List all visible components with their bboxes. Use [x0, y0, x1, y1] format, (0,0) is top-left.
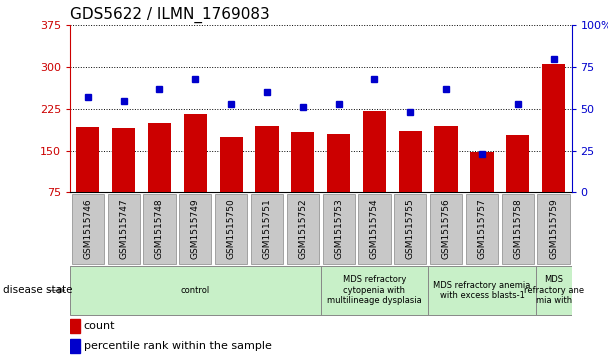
Bar — [76, 127, 100, 192]
FancyBboxPatch shape — [143, 194, 176, 264]
FancyBboxPatch shape — [108, 194, 140, 264]
FancyBboxPatch shape — [430, 194, 462, 264]
Bar — [435, 126, 458, 192]
Text: MDS refractory anemia
with excess blasts-1: MDS refractory anemia with excess blasts… — [434, 281, 531, 300]
Text: GSM1515746: GSM1515746 — [83, 198, 92, 259]
Text: GSM1515747: GSM1515747 — [119, 198, 128, 259]
Text: percentile rank within the sample: percentile rank within the sample — [84, 341, 272, 351]
Bar — [291, 132, 314, 192]
Text: GSM1515756: GSM1515756 — [441, 198, 451, 259]
Bar — [112, 129, 136, 192]
Text: control: control — [181, 286, 210, 295]
Bar — [219, 137, 243, 192]
Bar — [542, 64, 565, 192]
FancyBboxPatch shape — [358, 194, 390, 264]
Text: GSM1515753: GSM1515753 — [334, 198, 343, 259]
FancyBboxPatch shape — [428, 266, 536, 315]
Text: GSM1515750: GSM1515750 — [227, 198, 236, 259]
Bar — [184, 114, 207, 192]
FancyBboxPatch shape — [251, 194, 283, 264]
FancyBboxPatch shape — [215, 194, 247, 264]
Bar — [70, 319, 80, 333]
FancyBboxPatch shape — [537, 194, 570, 264]
Text: GSM1515754: GSM1515754 — [370, 198, 379, 259]
FancyBboxPatch shape — [394, 194, 426, 264]
FancyBboxPatch shape — [466, 194, 498, 264]
Text: MDS
refractory ane
mia with: MDS refractory ane mia with — [523, 276, 584, 305]
Text: GSM1515755: GSM1515755 — [406, 198, 415, 259]
FancyBboxPatch shape — [536, 266, 572, 315]
Bar — [327, 134, 350, 192]
FancyBboxPatch shape — [179, 194, 212, 264]
Bar — [148, 123, 171, 192]
Bar — [70, 339, 80, 352]
Text: GSM1515749: GSM1515749 — [191, 198, 200, 259]
Text: GSM1515751: GSM1515751 — [263, 198, 272, 259]
Bar — [255, 126, 278, 192]
Bar — [399, 131, 422, 192]
FancyBboxPatch shape — [70, 266, 321, 315]
FancyBboxPatch shape — [322, 194, 354, 264]
Text: GDS5622 / ILMN_1769083: GDS5622 / ILMN_1769083 — [70, 7, 270, 23]
Text: GSM1515752: GSM1515752 — [299, 198, 307, 259]
Bar — [506, 135, 530, 192]
FancyBboxPatch shape — [72, 194, 104, 264]
Text: disease state: disease state — [3, 285, 72, 295]
Text: GSM1515758: GSM1515758 — [513, 198, 522, 259]
FancyBboxPatch shape — [321, 266, 428, 315]
FancyBboxPatch shape — [502, 194, 534, 264]
Text: GSM1515759: GSM1515759 — [549, 198, 558, 259]
Text: count: count — [84, 321, 115, 331]
Bar — [471, 152, 494, 192]
FancyBboxPatch shape — [287, 194, 319, 264]
Text: GSM1515757: GSM1515757 — [477, 198, 486, 259]
Text: MDS refractory
cytopenia with
multilineage dysplasia: MDS refractory cytopenia with multilinea… — [327, 276, 422, 305]
Bar — [363, 111, 386, 192]
Text: GSM1515748: GSM1515748 — [155, 198, 164, 259]
